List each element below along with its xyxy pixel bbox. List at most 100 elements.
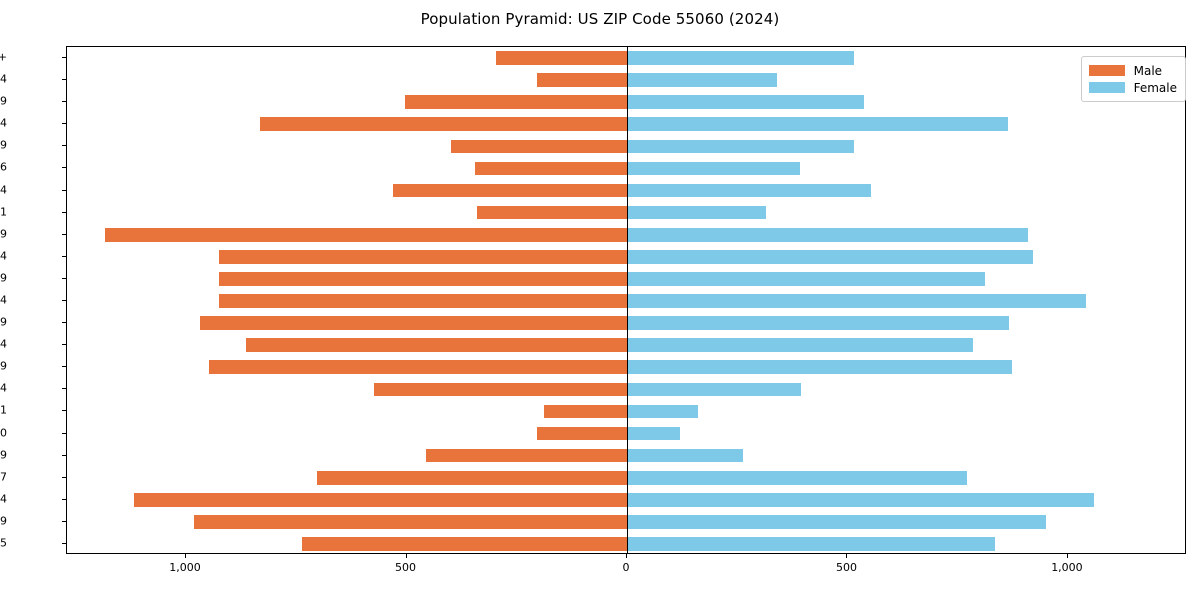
bar-female — [627, 205, 766, 220]
pyramid-row — [67, 404, 1185, 419]
legend-item-male[interactable]: Male — [1088, 62, 1177, 79]
bar-male — [543, 404, 627, 419]
y-axis-tick-mark — [62, 101, 66, 103]
pyramid-row — [67, 448, 1185, 463]
pyramid-row — [67, 227, 1185, 242]
bar-male — [209, 360, 627, 375]
bar-female — [627, 316, 1009, 330]
bar-female — [627, 492, 1095, 507]
chart-title: Population Pyramid: US ZIP Code 55060 (2… — [420, 10, 780, 28]
bar-male — [246, 338, 627, 352]
y-axis-tick-mark — [62, 322, 66, 324]
legend-swatch-male-icon — [1088, 65, 1125, 76]
y-axis-tick-mark — [62, 454, 66, 456]
x-axis-tick-label: 1,000 — [169, 561, 201, 574]
chart-legend[interactable]: Male Female — [1080, 56, 1186, 102]
bar-female — [627, 95, 864, 110]
bar-female — [627, 448, 743, 463]
y-axis-tick-mark — [62, 145, 66, 147]
bar-male — [393, 183, 627, 198]
pyramid-row — [67, 249, 1185, 264]
y-axis-tick-label: 25-29 — [0, 359, 7, 373]
x-axis-tick-mark — [626, 554, 627, 558]
plot-axes — [66, 46, 1186, 554]
legend-label-female: Female — [1133, 80, 1177, 95]
pyramid-row — [67, 492, 1185, 507]
pyramid-row — [67, 95, 1185, 110]
y-axis-tick-label: 45-49 — [0, 271, 7, 285]
pyramid-row — [67, 272, 1185, 286]
bar-male — [199, 316, 627, 330]
y-axis-tick-mark — [62, 520, 66, 522]
bar-female — [627, 382, 801, 397]
bar-female — [627, 183, 871, 198]
bar-male — [219, 249, 627, 264]
y-axis-tick-label: Under 5 — [0, 536, 7, 550]
y-axis-tick-label: 10-14 — [0, 492, 7, 506]
pyramid-row — [67, 338, 1185, 352]
legend-label-male: Male — [1133, 63, 1163, 78]
y-axis-tick-label: 67-69 — [0, 138, 7, 152]
x-axis-tick-mark — [405, 554, 407, 558]
x-axis-tick-label: 1,000 — [1051, 561, 1083, 574]
bar-male — [537, 426, 627, 441]
bar-female — [627, 404, 698, 419]
pyramid-row — [67, 205, 1185, 220]
bar-female — [627, 294, 1087, 308]
pyramid-row — [67, 183, 1185, 198]
y-axis-tick-label: 65-66 — [0, 160, 7, 174]
bar-male — [317, 470, 627, 485]
bars-container — [67, 47, 1185, 553]
y-axis-tick-mark — [62, 432, 66, 434]
y-axis-tick-label: 40-44 — [0, 293, 7, 307]
y-axis-tick-mark — [62, 233, 66, 235]
x-axis-tick-label: 500 — [395, 561, 417, 574]
bar-male — [193, 515, 627, 529]
bar-male — [219, 272, 627, 286]
bar-female — [627, 249, 1033, 264]
bar-male — [536, 73, 627, 87]
bar-male — [477, 205, 627, 220]
y-axis-tick-label: 22-24 — [0, 381, 7, 395]
bar-male — [134, 492, 627, 507]
pyramid-row — [67, 426, 1185, 441]
bar-female — [627, 272, 986, 286]
bar-female — [627, 139, 855, 154]
bar-female — [627, 51, 855, 65]
bar-female — [627, 73, 778, 87]
bar-male — [404, 95, 627, 110]
bar-male — [451, 139, 627, 154]
pyramid-row — [67, 470, 1185, 485]
y-axis-tick-mark — [62, 189, 66, 191]
y-axis-tick-mark — [62, 476, 66, 478]
bar-male — [474, 161, 627, 176]
bar-male — [496, 51, 627, 65]
y-axis-tick-mark — [62, 277, 66, 279]
pyramid-row — [67, 515, 1185, 529]
y-axis-tick-mark — [62, 542, 66, 544]
bar-female — [627, 161, 800, 176]
pyramid-row — [67, 316, 1185, 330]
y-axis-tick-label: 30-34 — [0, 337, 7, 351]
bar-female — [627, 537, 996, 551]
x-axis-tick-label: 0 — [622, 561, 630, 574]
y-axis-tick-mark — [62, 255, 66, 257]
zero-axis-line — [627, 47, 628, 553]
pyramid-row — [67, 537, 1185, 551]
bar-female — [627, 227, 1028, 242]
legend-item-female[interactable]: Female — [1088, 79, 1177, 96]
pyramid-row — [67, 382, 1185, 397]
y-axis-tick-label: 62-64 — [0, 183, 7, 197]
x-axis-tick-mark — [185, 554, 187, 558]
y-axis-tick-label: 50-54 — [0, 249, 7, 263]
pyramid-row — [67, 161, 1185, 176]
y-axis-tick-mark — [62, 57, 66, 59]
y-axis-tick-mark — [62, 366, 66, 368]
pyramid-row — [67, 139, 1185, 154]
y-axis-tick-label: 20 — [0, 426, 7, 440]
y-axis-tick-mark — [62, 388, 66, 390]
y-axis-tick-label: 35-39 — [0, 315, 7, 329]
y-axis-tick-label: 60-61 — [0, 205, 7, 219]
y-axis-tick-label: 5-9 — [0, 514, 7, 528]
